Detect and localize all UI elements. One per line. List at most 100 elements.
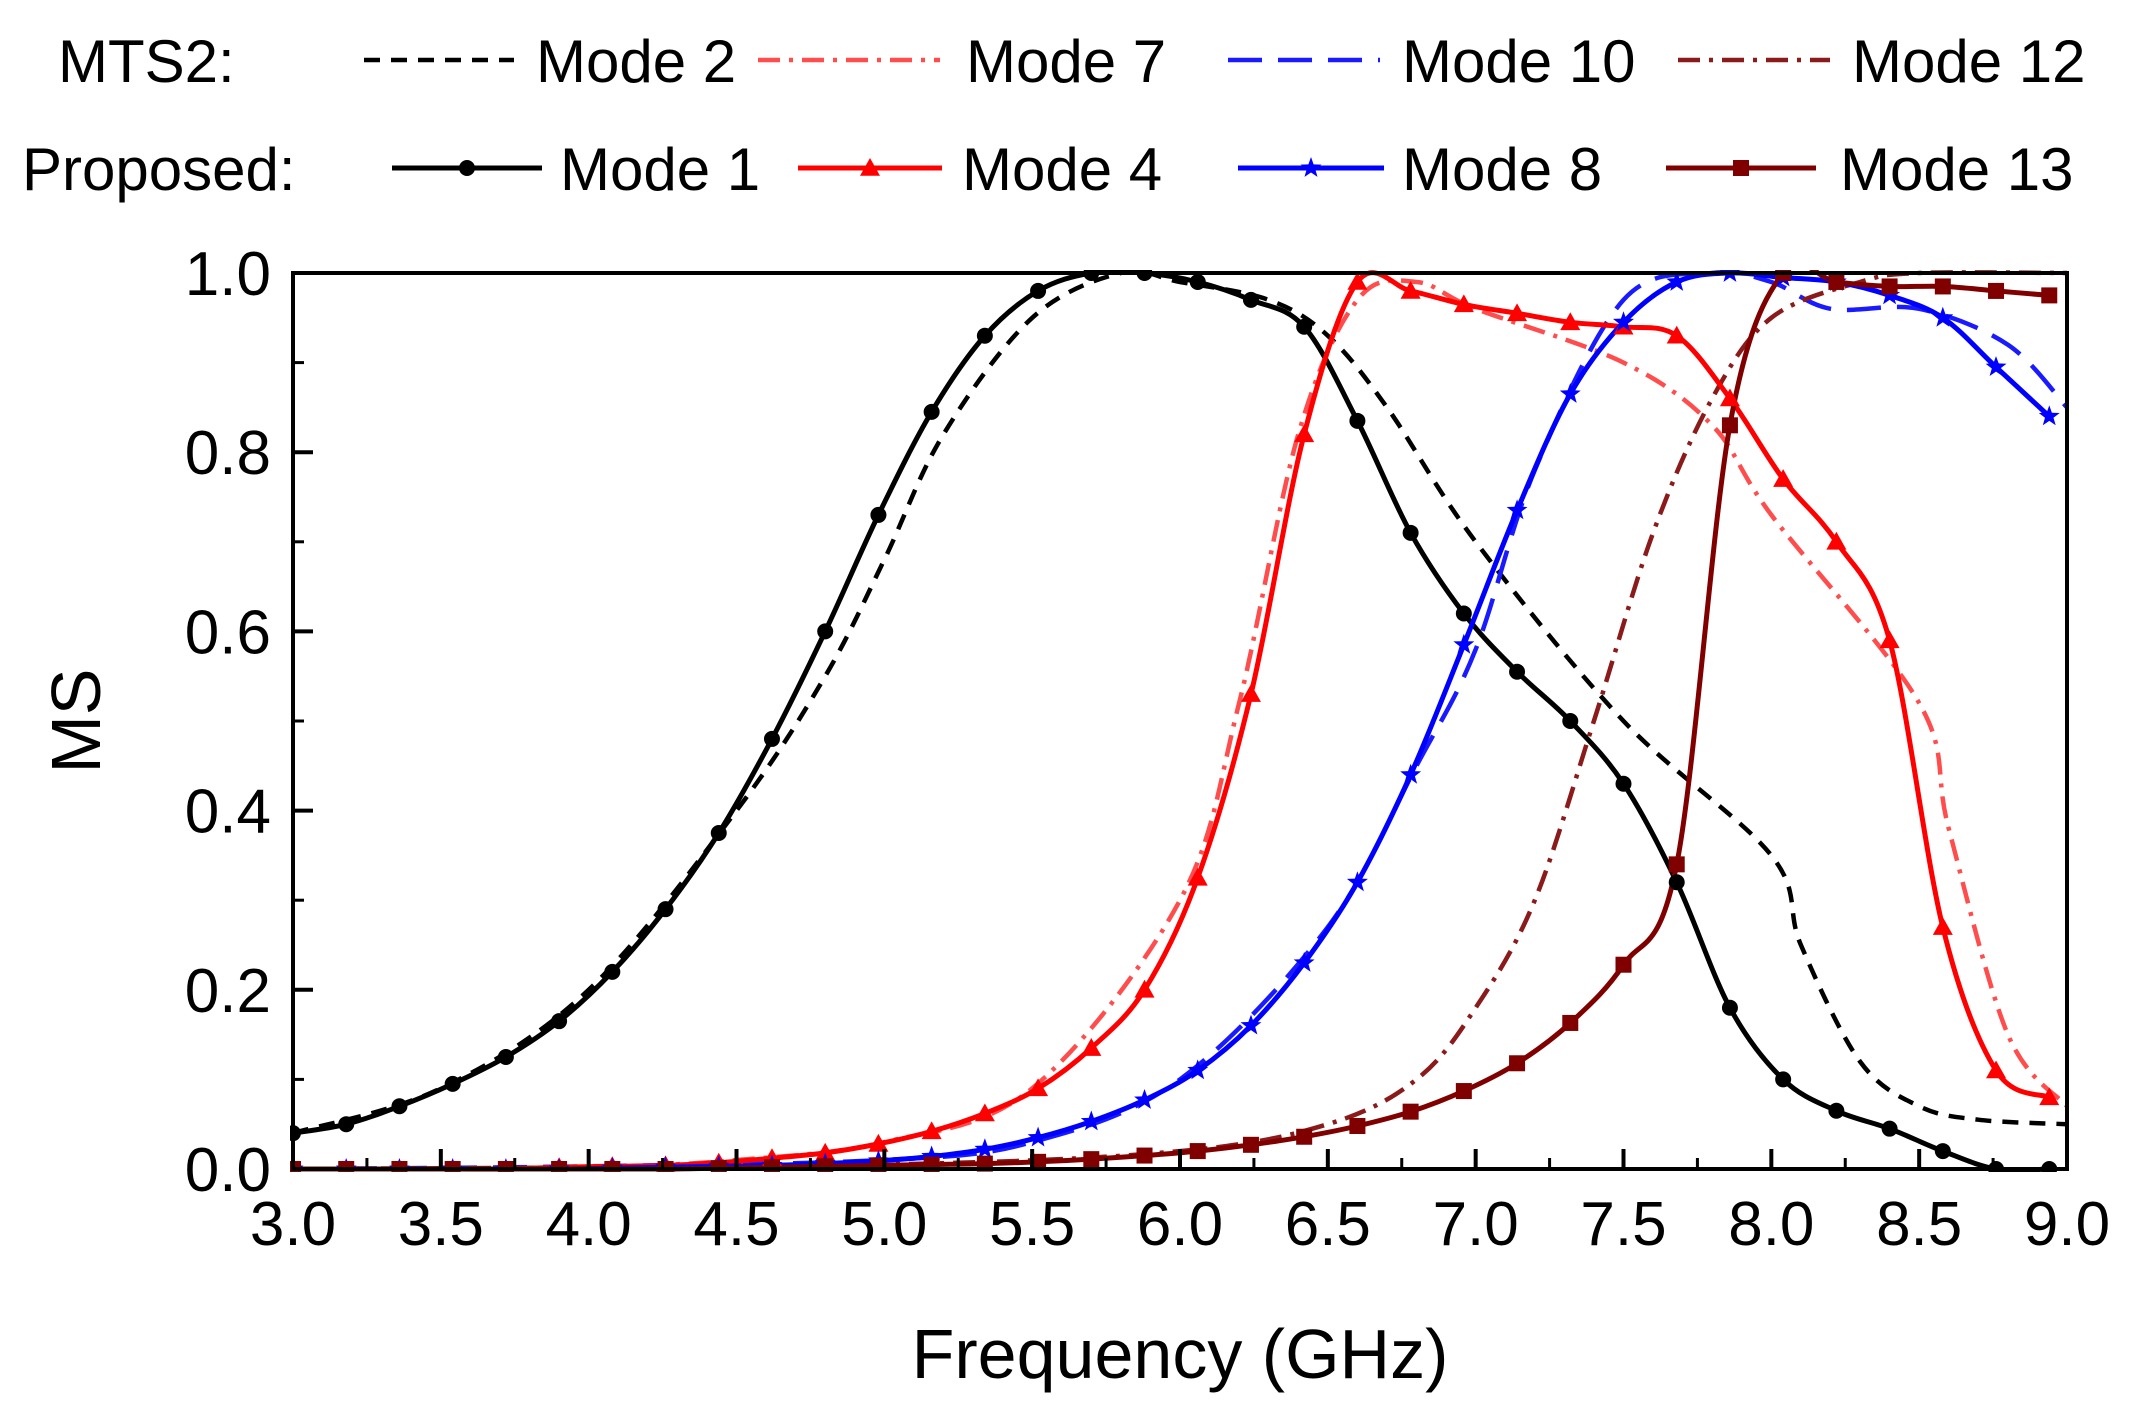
x-tick-label: 5.0	[841, 1190, 927, 1259]
data-point-mode-13-8	[710, 1160, 727, 1172]
series-layer	[292, 270, 2069, 1172]
data-point-mode-1-24	[1562, 713, 1579, 729]
y-tick-label: 0.0	[185, 1136, 271, 1205]
data-point-mode-8-33	[2038, 405, 2060, 426]
data-point-mode-4-14	[1028, 1078, 1049, 1097]
data-point-mode-1-17	[1189, 273, 1206, 290]
data-point-mode-4-31	[1932, 917, 1953, 935]
legend-marker-mode-4	[860, 158, 880, 176]
legend: MTS2: Proposed: Mode 2 Mode 7 Mode 10 Mode 12…	[22, 28, 2086, 203]
data-point-mode-4-29	[1826, 531, 1847, 550]
x-tick-label: 9.0	[2024, 1190, 2110, 1259]
data-point-mode-1-23	[1509, 663, 1526, 680]
data-point-mode-4-17	[1187, 867, 1208, 886]
legend-label-mode-10: Mode 10	[1402, 28, 1636, 95]
data-point-mode-8-13	[974, 1138, 996, 1159]
data-point-mode-4-18	[1240, 684, 1261, 702]
data-point-mode-4-24	[1560, 312, 1581, 331]
data-point-mode-8-17	[1187, 1059, 1209, 1080]
series-line-mode-4	[292, 270, 2051, 1172]
data-point-mode-13-21	[1402, 1103, 1419, 1120]
data-point-mode-4-11	[868, 1133, 889, 1152]
data-point-mode-1-19	[1296, 318, 1313, 335]
series-line-mode-8	[292, 270, 2052, 1172]
y-tick-label: 0.2	[185, 957, 271, 1026]
data-point-mode-13-17	[1189, 1143, 1206, 1160]
data-point-mode-1-28	[1775, 1071, 1792, 1088]
legend-label-mode-12: Mode 12	[1852, 28, 2086, 95]
data-point-mode-4-21	[1400, 280, 1421, 299]
data-point-mode-1-4	[497, 1049, 514, 1065]
x-tick-label: 3.5	[398, 1190, 484, 1259]
series-line-mode-13	[292, 270, 2050, 1172]
data-point-mode-13-0	[290, 1161, 301, 1172]
data-point-mode-1-26	[1668, 874, 1685, 891]
data-point-mode-4-15	[1081, 1038, 1102, 1056]
data-point-mode-4-20	[1347, 271, 1368, 290]
data-point-mode-4-30	[1879, 630, 1900, 649]
data-point-mode-4-10	[815, 1142, 836, 1161]
data-point-mode-13-27	[1721, 417, 1738, 434]
data-point-mode-8-16	[1134, 1089, 1155, 1109]
data-point-mode-8-32	[1985, 356, 2007, 376]
data-point-mode-13-24	[1562, 1014, 1579, 1031]
data-point-mode-13-18	[1242, 1136, 1259, 1153]
data-point-mode-13-33	[2041, 287, 2058, 304]
data-point-mode-1-2	[391, 1098, 408, 1115]
data-point-mode-8-20	[1346, 871, 1368, 892]
data-point-mode-13-10	[817, 1158, 834, 1172]
data-point-mode-13-25	[1615, 956, 1632, 973]
axes: 3.0 3.5 4.0 4.5 5.0 5.5 6.0 6.5 7.0 7.5 8.0 8.5 9.0 0…	[185, 240, 2110, 1259]
data-point-mode-1-18	[1242, 291, 1259, 308]
data-point-mode-4-19	[1294, 424, 1315, 443]
data-point-mode-8-14	[1027, 1126, 1049, 1147]
data-point-mode-13-31	[1934, 278, 1951, 295]
legend-label-mode-7: Mode 7	[966, 28, 1166, 95]
data-point-mode-1-30	[1881, 1120, 1898, 1137]
data-point-mode-1-9	[763, 730, 780, 747]
data-point-mode-1-13	[976, 327, 993, 344]
legend-marker-mode-13	[1733, 160, 1749, 176]
x-axis-title: Frequency (GHz)	[912, 1315, 1449, 1393]
data-point-mode-8-15	[1080, 1110, 1102, 1131]
data-point-mode-13-15	[1083, 1151, 1100, 1168]
data-point-mode-13-30	[1881, 278, 1898, 295]
y-tick-label: 0.4	[185, 778, 271, 847]
data-point-mode-1-5	[551, 1013, 568, 1030]
series-line-mode-2	[292, 270, 2068, 1136]
data-point-mode-1-7	[657, 901, 674, 918]
data-point-mode-4-33	[2039, 1087, 2060, 1106]
data-point-mode-4-26	[1666, 325, 1687, 344]
data-point-mode-4-22	[1453, 294, 1474, 313]
data-point-mode-4-32	[1986, 1060, 2007, 1079]
legend-label-mode-1: Mode 1	[560, 136, 760, 203]
data-point-mode-1-12	[923, 403, 940, 420]
x-tick-label: 4.5	[693, 1190, 779, 1259]
x-tick-label: 6.5	[1285, 1190, 1371, 1259]
data-point-mode-8-26	[1666, 271, 1688, 291]
data-point-mode-8-25	[1613, 311, 1634, 332]
data-point-mode-4-28	[1773, 469, 1794, 487]
x-tick-label: 8.5	[1876, 1190, 1962, 1259]
legend-marker-mode-8	[1300, 157, 1322, 177]
series-line-mode-12	[292, 270, 2068, 1172]
plot-frame	[291, 271, 2069, 1171]
data-point-mode-1-21	[1402, 524, 1419, 541]
series-line-mode-10	[292, 270, 2069, 1172]
x-tick-label: 4.0	[546, 1190, 632, 1259]
data-point-mode-1-20	[1349, 412, 1366, 429]
x-tick-label: 7.5	[1580, 1190, 1666, 1259]
x-tick-label: 8.0	[1728, 1190, 1814, 1259]
data-point-mode-1-1	[338, 1116, 355, 1133]
data-point-mode-13-20	[1349, 1117, 1366, 1134]
data-point-mode-1-31	[1934, 1143, 1951, 1160]
data-point-mode-4-13	[974, 1103, 995, 1122]
data-point-mode-13-16	[1136, 1147, 1153, 1164]
data-point-mode-8-19	[1293, 951, 1315, 972]
data-point-mode-13-28	[1775, 270, 1792, 281]
data-point-mode-13-29	[1828, 273, 1845, 290]
data-point-mode-4-27	[1719, 388, 1740, 407]
data-point-mode-13-32	[1988, 282, 2005, 299]
data-point-mode-8-24	[1559, 383, 1581, 403]
